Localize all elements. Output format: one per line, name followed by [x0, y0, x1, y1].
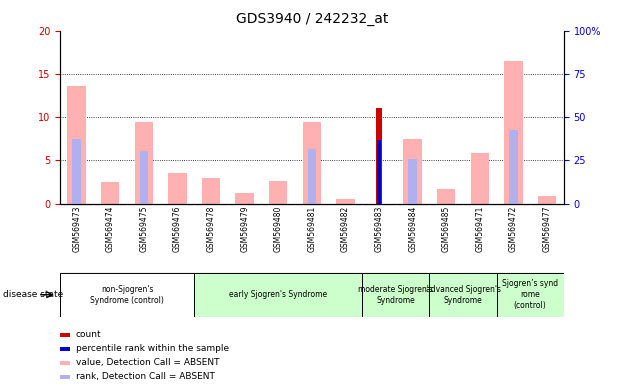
Text: rank, Detection Call = ABSENT: rank, Detection Call = ABSENT — [76, 372, 215, 381]
Bar — [403, 139, 422, 204]
Bar — [60, 333, 71, 337]
Text: non-Sjogren's
Syndrome (control): non-Sjogren's Syndrome (control) — [90, 285, 164, 305]
Text: GSM569472: GSM569472 — [509, 205, 518, 252]
Bar — [408, 159, 417, 204]
Bar — [430, 273, 496, 317]
Text: percentile rank within the sample: percentile rank within the sample — [76, 344, 229, 353]
Bar — [67, 86, 86, 204]
Bar — [202, 177, 220, 204]
Text: value, Detection Call = ABSENT: value, Detection Call = ABSENT — [76, 358, 219, 367]
Bar — [336, 199, 355, 204]
Text: GSM569479: GSM569479 — [240, 205, 249, 252]
Text: GSM569473: GSM569473 — [72, 205, 81, 252]
Text: count: count — [76, 330, 101, 339]
Bar — [376, 109, 382, 204]
Bar — [538, 196, 556, 204]
Text: GSM569485: GSM569485 — [442, 205, 450, 252]
Bar — [496, 273, 564, 317]
Bar — [140, 151, 148, 204]
Text: GSM569474: GSM569474 — [106, 205, 115, 252]
Bar — [135, 122, 153, 204]
Text: GSM569483: GSM569483 — [375, 205, 384, 252]
Text: GDS3940 / 242232_at: GDS3940 / 242232_at — [236, 12, 388, 25]
Bar — [437, 189, 455, 204]
Text: GSM569476: GSM569476 — [173, 205, 182, 252]
Bar — [269, 181, 287, 204]
Bar — [362, 273, 430, 317]
Bar — [504, 61, 523, 204]
Bar — [60, 273, 194, 317]
Bar — [377, 141, 381, 204]
Text: GSM569477: GSM569477 — [542, 205, 551, 252]
Text: early Sjogren's Syndrome: early Sjogren's Syndrome — [229, 290, 328, 299]
Text: GSM569475: GSM569475 — [139, 205, 148, 252]
Text: GSM569480: GSM569480 — [274, 205, 283, 252]
Bar — [471, 154, 489, 204]
Bar — [302, 122, 321, 204]
Bar — [60, 347, 71, 351]
Text: GSM569478: GSM569478 — [207, 205, 215, 252]
Bar — [307, 149, 316, 204]
Text: GSM569481: GSM569481 — [307, 205, 316, 252]
Bar — [236, 193, 254, 204]
Text: GSM569482: GSM569482 — [341, 205, 350, 252]
Bar — [72, 139, 81, 204]
Bar — [168, 173, 186, 204]
Text: GSM569471: GSM569471 — [476, 205, 484, 252]
Text: GSM569484: GSM569484 — [408, 205, 417, 252]
Bar — [194, 273, 362, 317]
Bar — [509, 130, 518, 204]
Bar — [60, 375, 71, 379]
Text: disease state: disease state — [3, 290, 64, 299]
Text: Sjogren’s synd
rome
(control): Sjogren’s synd rome (control) — [502, 279, 558, 310]
Bar — [101, 182, 120, 204]
Bar — [60, 361, 71, 365]
Text: moderate Sjogren's
Syndrome: moderate Sjogren's Syndrome — [358, 285, 433, 305]
Text: advanced Sjogren's
Syndrome: advanced Sjogren's Syndrome — [425, 285, 501, 305]
